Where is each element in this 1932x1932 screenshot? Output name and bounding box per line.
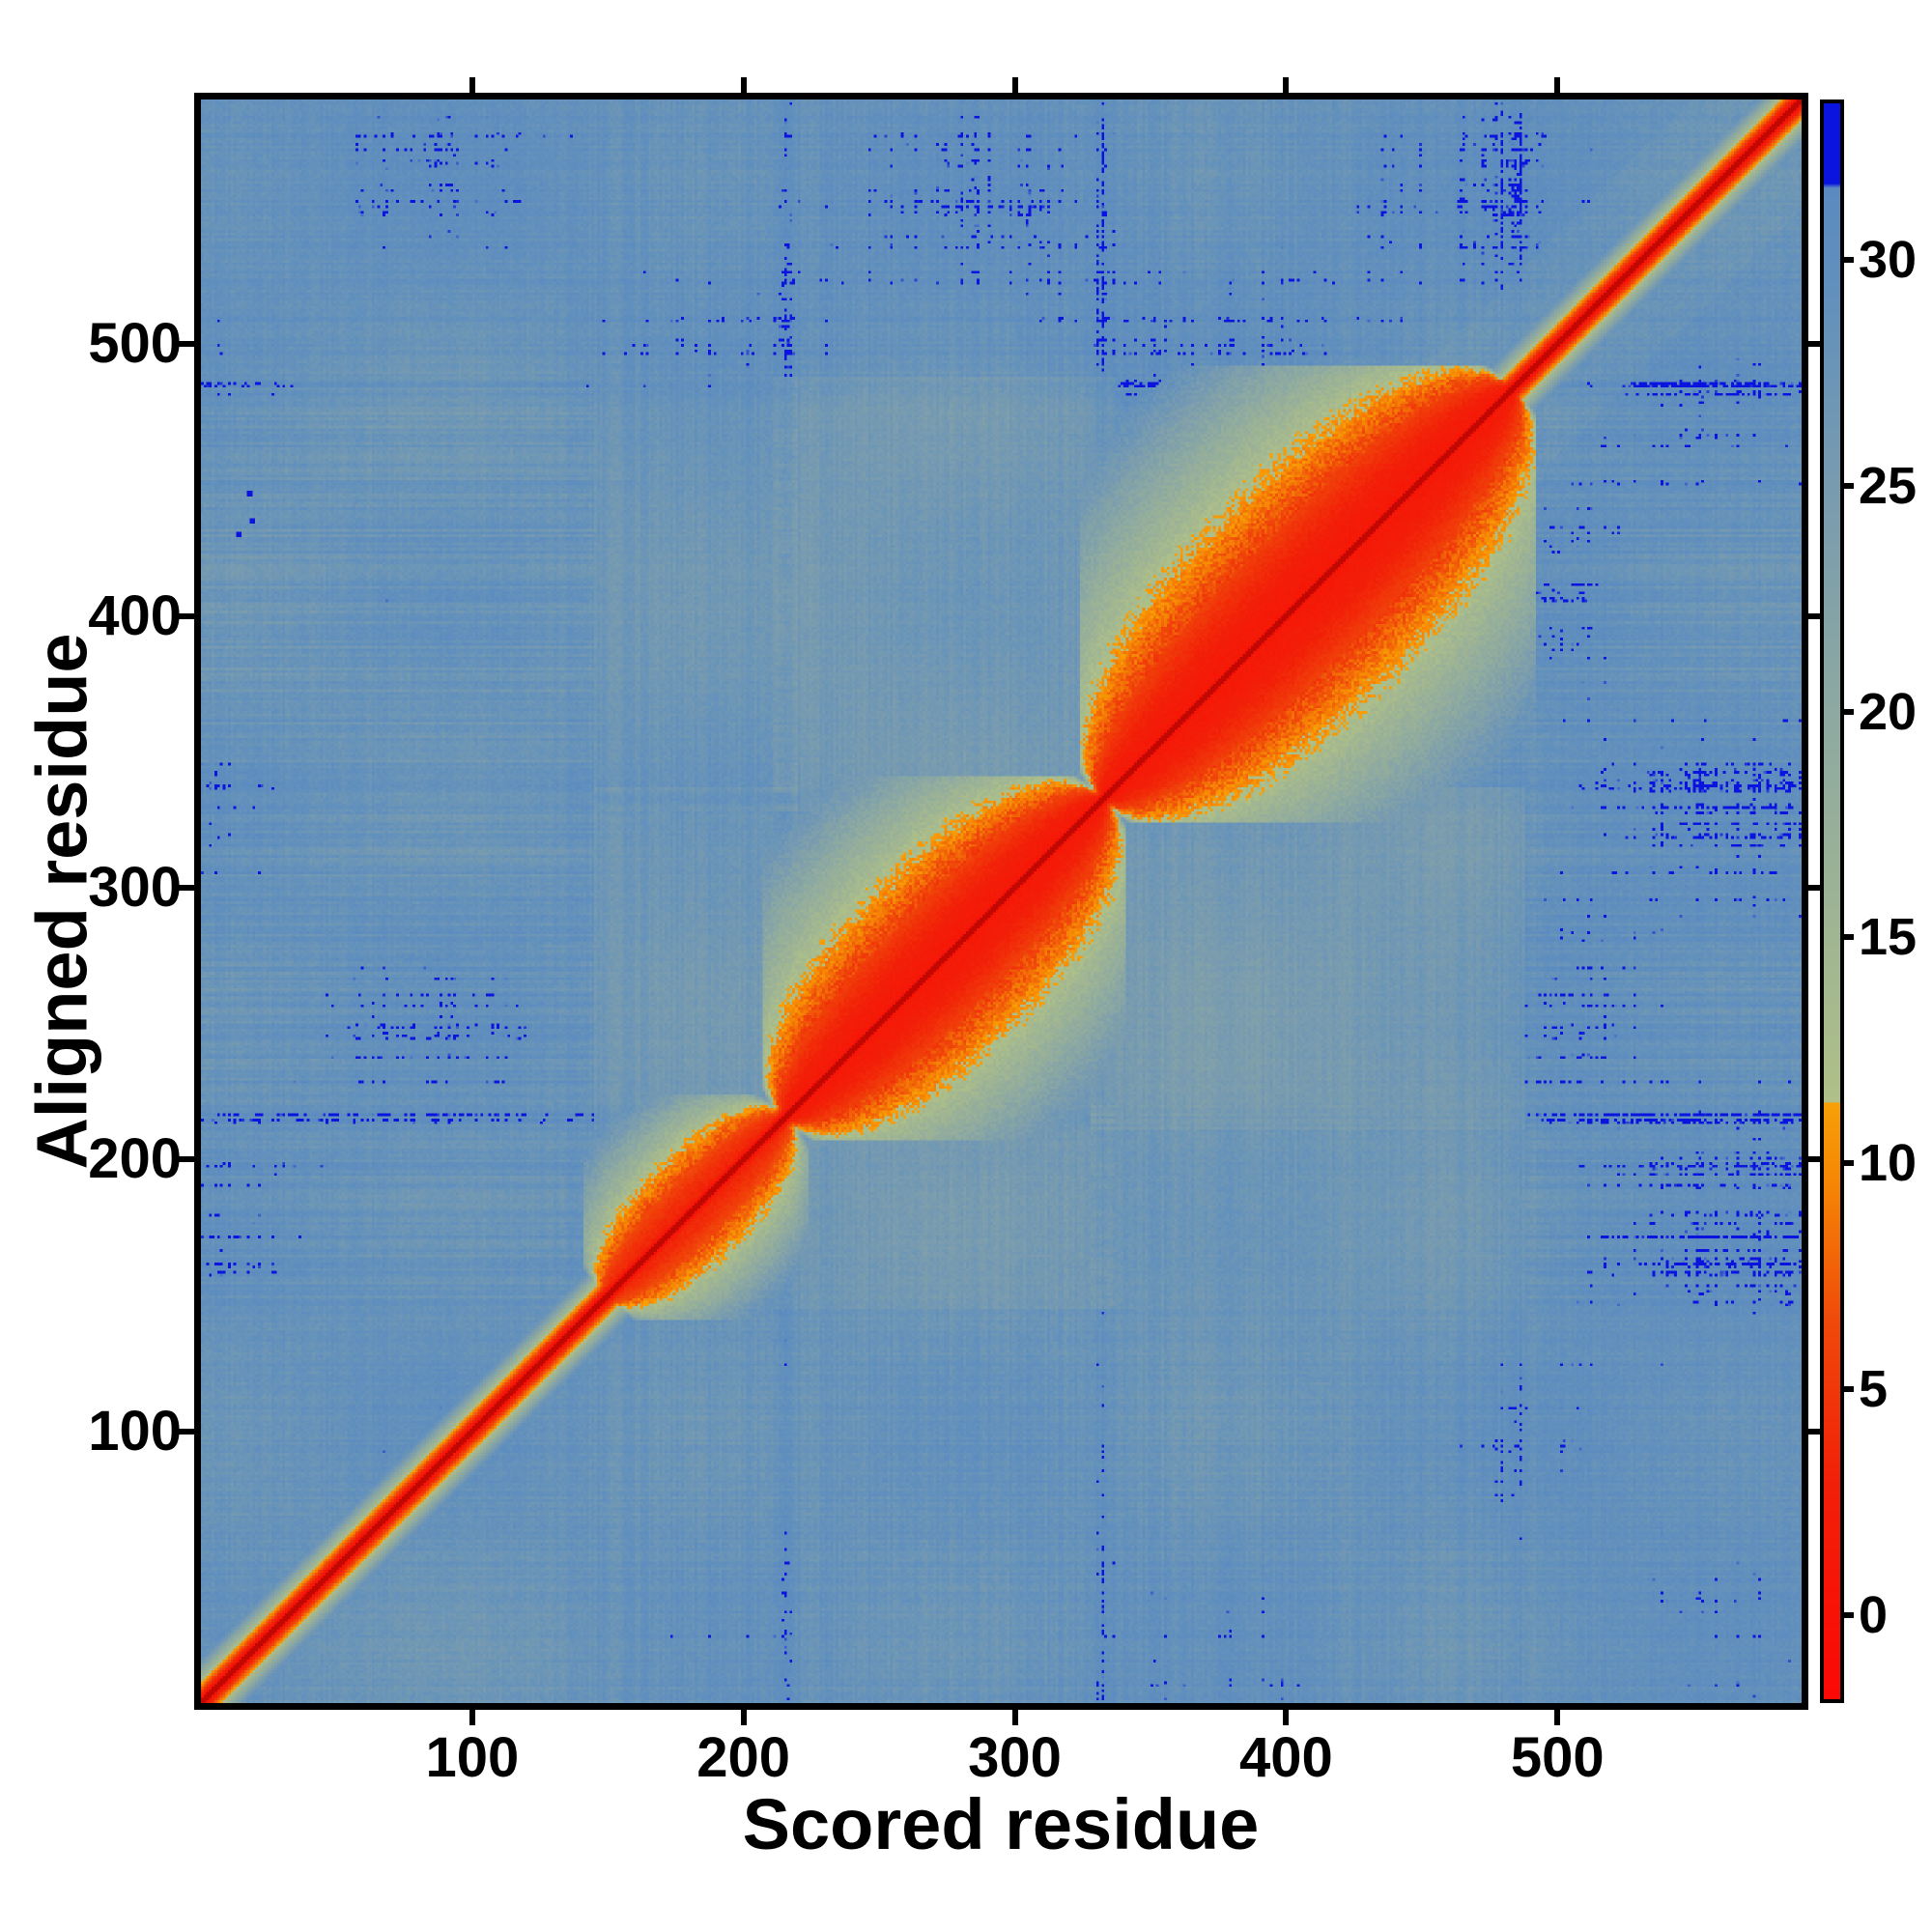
colorbar-tick-label: 20 — [1859, 682, 1918, 741]
colorbar-tick — [1840, 1386, 1854, 1393]
colorbar-tick — [1840, 482, 1854, 489]
x-axis-tick — [1011, 1710, 1018, 1725]
colorbar-tick — [1840, 256, 1854, 263]
colorbar-tick-label: 5 — [1859, 1360, 1889, 1419]
x-axis-title: Scored residue — [742, 1784, 1260, 1864]
colorbar-tick-label: 10 — [1859, 1134, 1918, 1193]
colorbar-tick — [1840, 934, 1854, 941]
x-axis-tick-top — [1554, 77, 1561, 93]
y-axis-tick-label: 100 — [88, 1399, 182, 1463]
x-axis-tick — [1283, 1710, 1290, 1725]
y-axis-tick-right — [1808, 884, 1820, 891]
colorbar-tick-label: 0 — [1859, 1586, 1889, 1644]
x-axis-tick-top — [1283, 77, 1290, 93]
y-axis-tick — [179, 1156, 194, 1163]
y-axis-tick-right — [1808, 1428, 1820, 1435]
y-axis-tick-label: 500 — [88, 312, 182, 376]
y-axis-tick-right — [1808, 1156, 1820, 1163]
y-axis-tick-label: 300 — [88, 855, 182, 919]
y-axis-tick — [179, 341, 194, 348]
x-axis-tick-top — [1011, 77, 1018, 93]
colorbar-tick — [1840, 1612, 1854, 1618]
x-axis-tick-top — [469, 77, 475, 93]
x-axis-tick-label: 400 — [1238, 1726, 1333, 1789]
x-axis-tick — [740, 1710, 747, 1725]
colorbar-tick — [1840, 708, 1854, 715]
y-axis-tick-right — [1808, 341, 1820, 348]
x-axis-tick-label: 300 — [968, 1726, 1062, 1789]
y-axis-tick — [179, 884, 194, 891]
colorbar-tick — [1840, 1160, 1854, 1167]
y-axis-tick-right — [1808, 612, 1820, 619]
colorbar-tick-label: 15 — [1859, 908, 1918, 967]
x-axis-tick-label: 200 — [696, 1726, 791, 1789]
x-axis-tick — [469, 1710, 475, 1725]
colorbar-canvas — [1824, 103, 1840, 1699]
y-axis-tick — [179, 1428, 194, 1435]
x-axis-tick-label: 100 — [425, 1726, 520, 1789]
colorbar-tick-label: 30 — [1859, 230, 1918, 289]
pae-heatmap-canvas — [201, 99, 1802, 1703]
x-axis-tick — [1554, 1710, 1561, 1725]
y-axis-tick — [179, 612, 194, 619]
x-axis-tick-top — [740, 77, 747, 93]
colorbar-tick-label: 25 — [1859, 456, 1918, 515]
x-axis-tick-label: 500 — [1510, 1726, 1605, 1789]
y-axis-tick-label: 400 — [88, 583, 182, 647]
y-axis-tick-label: 200 — [88, 1127, 182, 1191]
